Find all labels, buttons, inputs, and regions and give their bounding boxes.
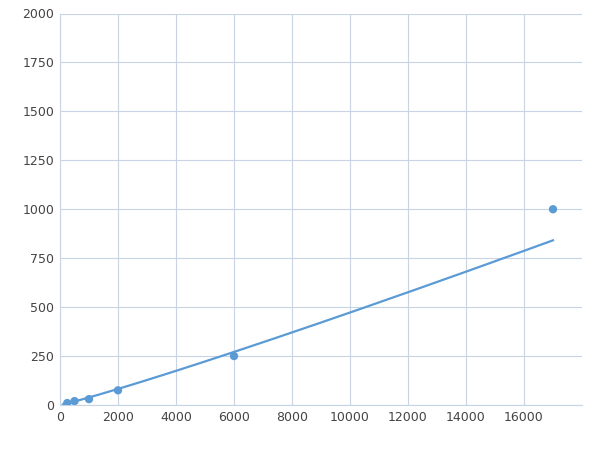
Point [229, 352, 239, 360]
Point [84, 396, 94, 403]
Point [70, 397, 79, 405]
Point [62, 400, 72, 407]
Point [548, 206, 558, 213]
Point [113, 387, 123, 394]
